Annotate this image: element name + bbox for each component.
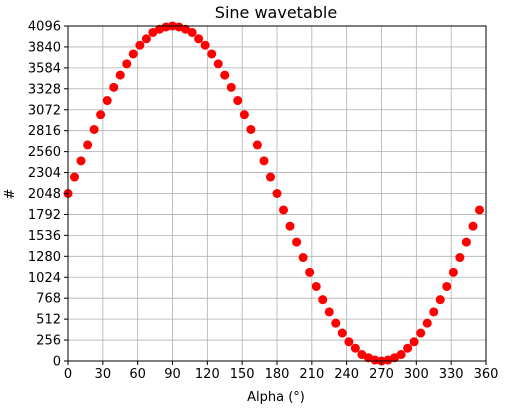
x-tick-label: 240 — [334, 367, 359, 382]
data-point — [115, 70, 125, 80]
x-tick-label: 90 — [164, 367, 181, 382]
y-tick-label: 3072 — [28, 103, 61, 118]
y-tick-label: 2048 — [28, 187, 61, 202]
data-point — [455, 253, 465, 263]
data-point — [76, 156, 86, 166]
data-point — [350, 343, 360, 353]
data-point — [259, 156, 269, 166]
data-point — [461, 237, 471, 247]
y-tick-label: 3584 — [28, 61, 61, 76]
data-point — [272, 189, 282, 198]
data-point — [239, 110, 249, 120]
data-point — [396, 350, 406, 360]
data-point — [70, 172, 80, 182]
data-point — [265, 172, 275, 182]
data-point — [83, 140, 93, 150]
data-point — [141, 34, 151, 44]
y-tick-label: 0 — [53, 355, 61, 370]
data-point — [252, 140, 262, 150]
x-tick-label: 120 — [195, 367, 220, 382]
data-point — [200, 40, 210, 50]
data-point — [96, 110, 106, 120]
y-tick-label: 2816 — [28, 124, 61, 139]
y-tick-label: 768 — [36, 292, 61, 307]
y-axis-ticks: 0 256 512 768 1024 1280 1536 1792 2048 2304 2560 28… — [28, 20, 68, 370]
x-tick-label: 180 — [265, 367, 290, 382]
y-tick-label: 2304 — [28, 166, 61, 181]
data-point — [409, 337, 419, 347]
data-point — [448, 267, 458, 277]
data-point — [279, 205, 289, 215]
x-tick-label: 210 — [299, 367, 324, 382]
x-tick-label: 300 — [404, 367, 429, 382]
y-tick-label: 256 — [36, 334, 61, 349]
data-point — [246, 124, 256, 134]
y-tick-label: 1792 — [28, 208, 61, 223]
data-point — [416, 328, 426, 338]
data-point — [220, 70, 230, 80]
data-point — [468, 221, 478, 231]
data-point — [442, 281, 452, 291]
data-point — [474, 205, 484, 215]
data-point — [298, 253, 308, 263]
x-tick-label: 360 — [474, 367, 499, 382]
data-point — [318, 295, 328, 305]
data-point — [135, 40, 145, 50]
data-point — [337, 328, 347, 338]
data-point — [305, 267, 315, 277]
data-point — [233, 96, 243, 106]
y-tick-label: 1280 — [28, 250, 61, 265]
y-tick-label: 4096 — [28, 20, 61, 35]
data-point — [128, 49, 138, 59]
x-tick-label: 330 — [439, 367, 464, 382]
y-tick-label: 2560 — [28, 145, 61, 160]
y-tick-label: 3840 — [28, 40, 61, 55]
data-point — [102, 96, 112, 106]
x-axis-ticks: 0 30 60 90 120 150 180 210 240 270 300 330 360 — [64, 361, 499, 382]
data-point — [403, 343, 413, 353]
y-tick-label: 1024 — [28, 271, 61, 286]
y-axis-label: # — [3, 189, 18, 200]
x-tick-label: 270 — [369, 367, 394, 382]
y-tick-label: 1536 — [28, 229, 61, 244]
y-tick-label: 512 — [36, 313, 61, 328]
data-point — [213, 59, 223, 69]
data-point — [344, 337, 354, 347]
data-point — [429, 307, 439, 317]
y-tick-label: 3328 — [28, 82, 61, 97]
x-tick-label: 60 — [129, 367, 146, 382]
x-axis-label: Alpha (°) — [247, 390, 305, 405]
data-point — [422, 318, 432, 328]
data-points — [63, 21, 484, 366]
x-tick-label: 150 — [230, 367, 255, 382]
x-tick-label: 30 — [95, 367, 112, 382]
data-point — [207, 49, 217, 59]
data-point — [109, 82, 119, 92]
chart-title: Sine wavetable — [215, 3, 337, 22]
data-point — [89, 124, 99, 134]
data-point — [187, 27, 197, 37]
data-point — [311, 281, 321, 291]
data-point — [194, 34, 204, 44]
data-point — [331, 318, 341, 328]
data-point — [122, 59, 132, 69]
data-point — [285, 221, 295, 231]
x-tick-label: 0 — [64, 367, 72, 382]
data-point — [435, 295, 445, 305]
data-point — [226, 82, 236, 92]
data-point — [324, 307, 334, 317]
data-point — [292, 237, 302, 247]
